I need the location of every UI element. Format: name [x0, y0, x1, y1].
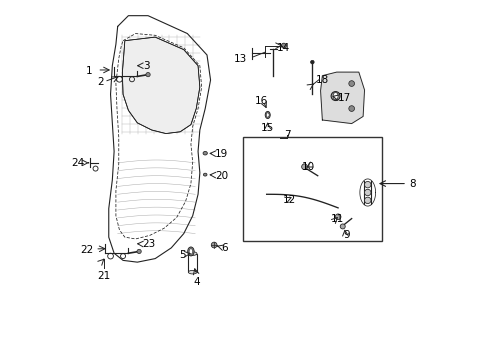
Text: 21: 21	[97, 271, 110, 281]
Text: 7: 7	[284, 130, 290, 140]
Text: 9: 9	[342, 230, 349, 240]
Text: 14: 14	[276, 43, 289, 53]
Circle shape	[340, 224, 345, 229]
Circle shape	[281, 43, 285, 48]
Text: 18: 18	[315, 75, 328, 85]
Bar	[188, 253, 197, 272]
Ellipse shape	[203, 173, 206, 176]
Circle shape	[211, 242, 217, 248]
Polygon shape	[122, 37, 200, 134]
Ellipse shape	[266, 113, 268, 117]
Ellipse shape	[203, 152, 207, 155]
Bar	[242, 137, 381, 241]
Circle shape	[310, 60, 313, 64]
Text: 6: 6	[221, 243, 227, 253]
Ellipse shape	[189, 249, 192, 254]
Polygon shape	[320, 72, 364, 123]
Text: 19: 19	[215, 149, 228, 159]
Circle shape	[301, 164, 307, 170]
Circle shape	[348, 81, 354, 86]
Text: 12: 12	[282, 195, 295, 204]
Text: 16: 16	[255, 96, 268, 107]
Text: 20: 20	[215, 171, 228, 181]
Ellipse shape	[264, 111, 270, 118]
Text: 4: 4	[193, 277, 199, 287]
Text: 8: 8	[408, 179, 415, 189]
Ellipse shape	[188, 252, 197, 255]
Ellipse shape	[187, 247, 194, 256]
Circle shape	[364, 189, 370, 196]
Text: 3: 3	[142, 61, 149, 71]
Circle shape	[364, 197, 370, 203]
Circle shape	[335, 214, 340, 220]
Text: 15: 15	[261, 123, 274, 133]
Text: 1: 1	[86, 66, 93, 76]
Ellipse shape	[332, 93, 337, 100]
Text: 2: 2	[97, 77, 103, 87]
Text: 10: 10	[302, 162, 315, 172]
Text: 22: 22	[81, 245, 94, 255]
Circle shape	[348, 106, 354, 111]
Ellipse shape	[188, 270, 197, 274]
Circle shape	[137, 249, 141, 253]
Text: 24: 24	[71, 158, 84, 168]
Ellipse shape	[330, 91, 339, 100]
Text: 5: 5	[179, 250, 185, 260]
Text: 13: 13	[234, 54, 247, 64]
Text: 17: 17	[337, 93, 350, 103]
Circle shape	[145, 72, 150, 77]
Text: 23: 23	[142, 239, 156, 249]
Circle shape	[364, 181, 370, 188]
Text: 11: 11	[330, 214, 343, 224]
